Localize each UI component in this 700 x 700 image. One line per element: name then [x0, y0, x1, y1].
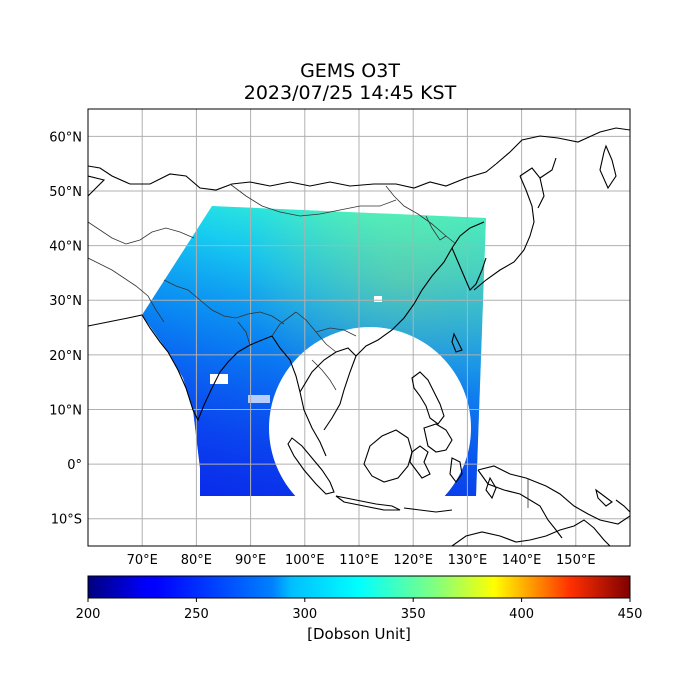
map-frame [87, 108, 631, 547]
lon-tick-label: 90°E [235, 553, 266, 568]
ozone-data-swath [142, 206, 486, 529]
lon-tick-label: 70°E [127, 553, 158, 568]
colorbar: 200 250 300 350 400 450 [Dobson Unit] [76, 575, 643, 643]
colorbar-tick-label: 350 [401, 607, 426, 622]
latitude-labels: 60°N 50°N 40°N 30°N 20°N 10°N 0° 10°S [49, 130, 82, 527]
lat-tick-label: 60°N [49, 130, 82, 145]
lat-tick-label: 0° [67, 458, 82, 473]
lat-tick-label: 30°N [49, 294, 82, 309]
map-subtitle: 2023/07/25 14:45 KST [243, 82, 457, 104]
lon-tick-label: 140°E [502, 553, 542, 568]
lat-tick-label: 10°S [51, 513, 82, 528]
map-title: GEMS O3T [300, 60, 400, 82]
lat-tick-label: 50°N [49, 185, 82, 200]
country-borders [88, 183, 529, 508]
lat-tick-label: 20°N [49, 349, 82, 364]
lon-tick-label: 110°E [339, 553, 379, 568]
colorbar-ticks: 200 250 300 350 400 450 [76, 598, 643, 622]
colorbar-tick-label: 250 [184, 607, 209, 622]
colorbar-unit-label: [Dobson Unit] [307, 625, 411, 643]
colorbar-tick-label: 400 [509, 607, 534, 622]
lat-tick-label: 10°N [49, 403, 82, 418]
colorbar-gradient [87, 575, 631, 599]
longitude-labels: 70°E 80°E 90°E 100°E 110°E 120°E 130°E 140°E 150… [127, 553, 596, 568]
map-gridlines [88, 109, 630, 546]
lon-tick-label: 130°E [448, 553, 488, 568]
lon-tick-label: 120°E [393, 553, 433, 568]
coastlines [88, 127, 630, 546]
colorbar-tick-label: 300 [292, 607, 317, 622]
lon-tick-label: 100°E [285, 553, 325, 568]
colorbar-tick-label: 200 [76, 607, 101, 622]
lon-tick-label: 150°E [556, 553, 596, 568]
lon-tick-label: 80°E [181, 553, 212, 568]
lat-tick-label: 40°N [49, 240, 82, 255]
colorbar-tick-label: 450 [618, 607, 643, 622]
